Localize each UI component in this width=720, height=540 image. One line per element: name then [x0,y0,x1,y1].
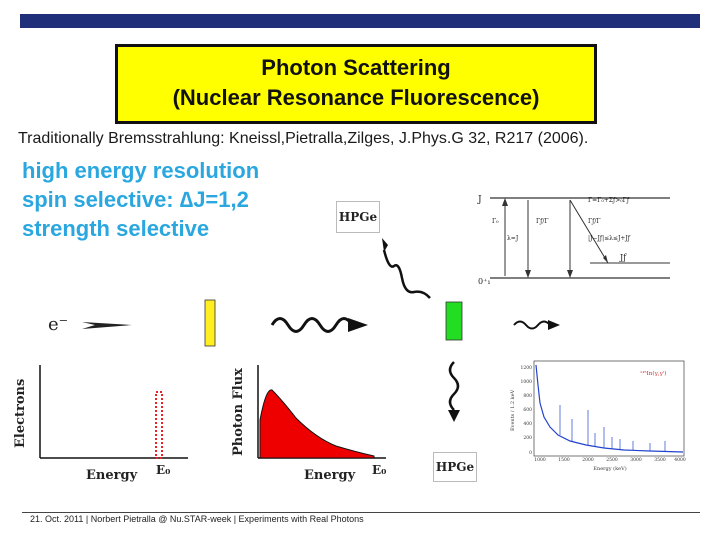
upper-state-label: J [477,195,482,205]
spectrum-ytick: 200 [523,435,532,441]
electrons-xlabel: Energy [86,468,138,483]
scattered-photon-up [382,249,431,299]
flux-xlabel: Energy [304,468,356,483]
gamma0-label: Γ₀ [492,218,499,225]
spectrum-xtick: 1500 [558,457,570,463]
slide-footer: 21. Oct. 2011 | Norbert Pietralla @ Nu.S… [30,514,364,524]
spectrum-ytick: 1200 [521,365,533,371]
flux-bremsstrahlung-curve [259,389,375,459]
spectrum-xtick: 3000 [630,457,642,463]
reference-subtitle: Traditionally Bremsstrahlung: Kneissl,Pi… [18,130,589,147]
spectrum-ytick: 800 [523,393,532,399]
lambda-label: λ=J [507,235,519,242]
spectrum-ytick: 1000 [521,379,533,385]
electrons-e0-label: E₀ [156,463,170,477]
slide-title-line1: Photon Scattering [261,55,451,80]
bremsstrahlung-photon [270,317,354,333]
setup-diagram: e⁻ [48,238,560,422]
spectrum-xtick: 1000 [534,457,546,463]
electrons-energy-plot: Electrons Energy E₀ [13,365,188,483]
spectrum-ytick: 0 [529,450,532,456]
final-state-label: Jƒ [619,253,627,262]
bullet-strength-selective: strength selective [22,216,210,241]
spectrum-ytick: 400 [523,421,532,427]
top-header-bar [20,14,700,28]
footer-divider [22,512,700,513]
slide-title-line2: (Nuclear Resonance Fluorescence) [172,85,540,110]
bullet-energy-resolution: high energy resolution [22,158,260,183]
scattered-photon-down [448,361,460,411]
flux-ylabel: Photon Flux [231,368,246,456]
spectrum-xlabel: Energy (keV) [593,465,626,472]
selection-rule-label: |J−Jƒ|≤λ≤J+Jƒ [588,235,631,242]
photon-flux-plot: Photon Flux Energy E₀ [231,365,386,483]
gammaf-ratio-label: Γƒ/Γ [536,218,549,225]
spectrum-background-curve [535,364,684,453]
scattering-target [445,301,463,341]
spectrum-xtick: 4000 [674,457,686,463]
level-scheme-diagram: J 0⁺₁ Jƒ Γ₀ λ=J Γƒ/Γ Γƒ/Γ Γ=Γ₀+Σƒ>₀Γƒ |J… [477,195,670,286]
electron-energy-peak [155,391,163,459]
nrf-spectrum-plot: 1200 1000 800 600 400 200 0 1000 1500 20… [510,360,686,472]
ground-state-label: 0⁺₁ [478,277,491,286]
spectrum-xtick: 3500 [654,457,666,463]
hpge-detector-top: HPGe [336,201,380,233]
transmitted-photon [513,320,551,330]
hpge-detector-bottom: HPGe [433,452,477,482]
spectrum-legend: ¹¹⁵In(γ,γ') [640,370,666,377]
gammaf-ratio2-label: Γƒ/Γ [588,218,601,225]
electrons-ylabel: Electrons [13,379,28,448]
bullet-spin-selective: spin selective: ∆J=1,2 [22,187,249,212]
spectrum-xtick: 2000 [582,457,594,463]
slide-title-box: Photon Scattering (Nuclear Resonance Flu… [115,44,597,124]
electron-arrow [82,322,132,329]
flux-e0-label: E₀ [372,463,386,477]
radiator-target [204,299,216,347]
spectrum-ytick: 600 [523,407,532,413]
total-width-label: Γ=Γ₀+Σƒ>₀Γƒ [588,197,630,204]
spectrum-peaks [559,405,666,451]
spectrum-ylabel: Events / 1.2 keV [510,389,516,431]
electron-label: e⁻ [48,314,68,335]
spectrum-xtick: 2500 [606,457,618,463]
